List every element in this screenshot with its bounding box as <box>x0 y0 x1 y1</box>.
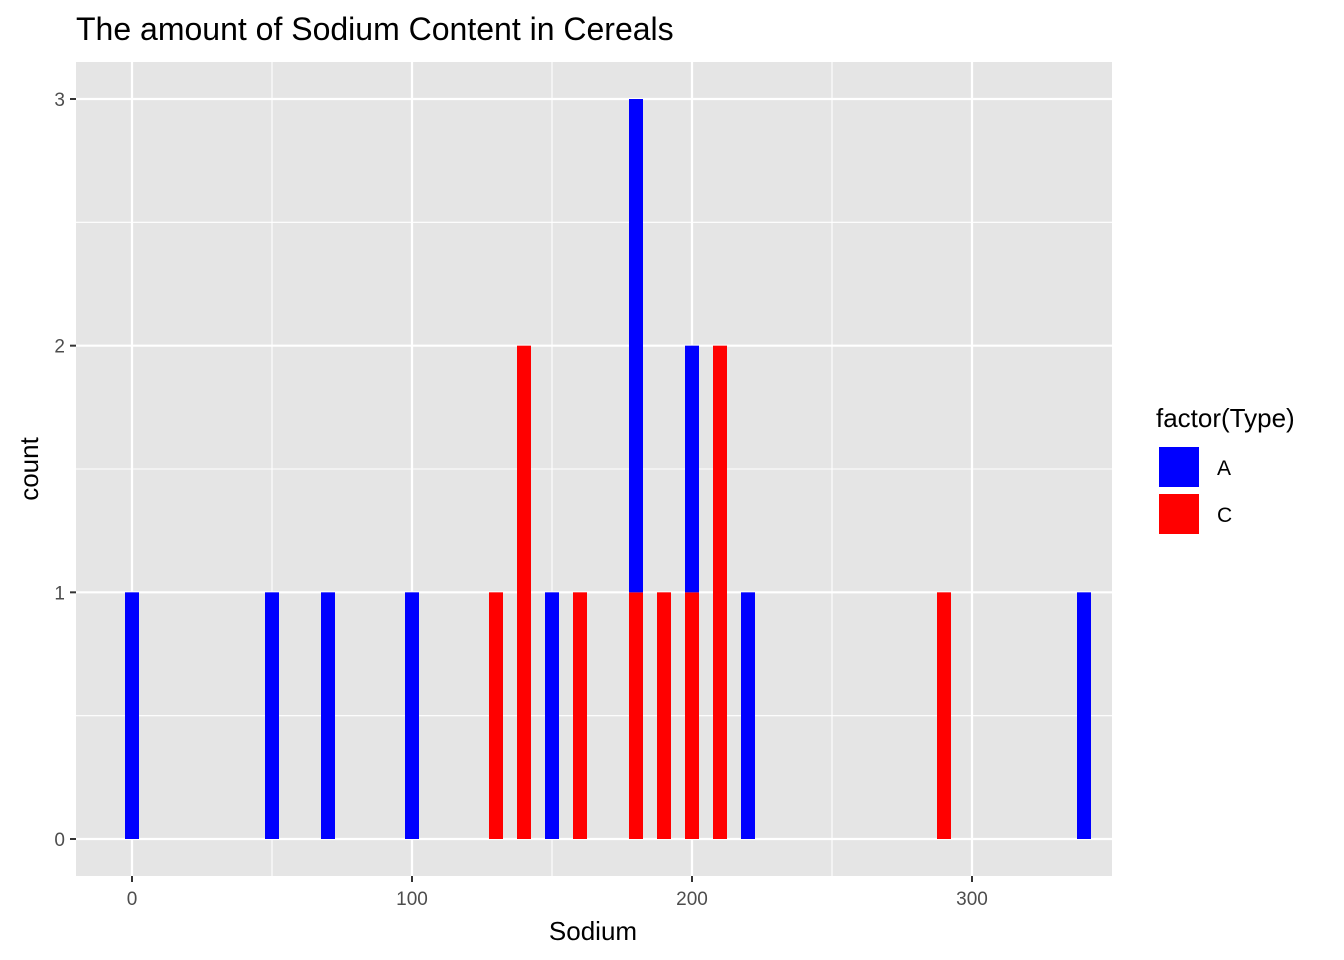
x-tick-label: 100 <box>396 889 428 910</box>
bar-A-50 <box>265 592 279 839</box>
bar-A-180 <box>629 99 643 593</box>
legend-label-C: C <box>1217 504 1232 527</box>
bar-C-160 <box>573 592 587 839</box>
bar-A-0 <box>125 592 139 839</box>
axes-group: 0 100 200 300 0 1 2 3 <box>54 90 987 910</box>
bars-group <box>125 99 1091 839</box>
x-axis-title: Sodium <box>549 916 637 946</box>
bar-A-200 <box>685 345 699 593</box>
legend-swatch-C <box>1159 494 1199 534</box>
legend-title: factor(Type) <box>1156 403 1295 433</box>
bar-A-100 <box>405 592 419 839</box>
legend-label-A: A <box>1217 457 1231 480</box>
chart-title: The amount of Sodium Content in Cereals <box>76 11 674 47</box>
legend-swatch-A <box>1159 447 1199 487</box>
y-tick-label: 1 <box>54 583 65 604</box>
y-tick-label: 3 <box>54 90 65 111</box>
bar-A-340 <box>1077 592 1091 839</box>
plot-panel <box>76 62 1112 876</box>
bar-A-220 <box>741 592 755 839</box>
x-tick-label: 200 <box>676 889 708 910</box>
bar-A-150 <box>545 592 559 839</box>
bar-C-140 <box>517 345 531 839</box>
x-tick-label: 0 <box>127 889 138 910</box>
bar-C-130 <box>489 592 503 839</box>
bar-C-210 <box>713 345 727 839</box>
y-axis-title: count <box>14 436 44 500</box>
y-tick-label: 2 <box>54 337 65 358</box>
bar-C-190 <box>657 592 671 839</box>
x-tick-label: 300 <box>956 889 988 910</box>
bar-C-180 <box>629 592 643 839</box>
y-tick-label: 0 <box>54 830 65 851</box>
bar-C-290 <box>937 592 951 839</box>
legend: factor(Type) AC <box>1156 403 1295 537</box>
bar-C-200 <box>685 592 699 839</box>
legend-items: AC <box>1156 444 1232 537</box>
bar-A-70 <box>321 592 335 839</box>
